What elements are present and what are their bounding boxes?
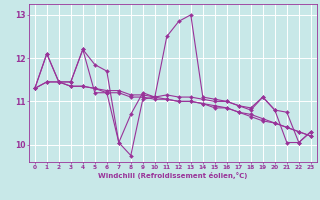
X-axis label: Windchill (Refroidissement éolien,°C): Windchill (Refroidissement éolien,°C) (98, 172, 247, 179)
